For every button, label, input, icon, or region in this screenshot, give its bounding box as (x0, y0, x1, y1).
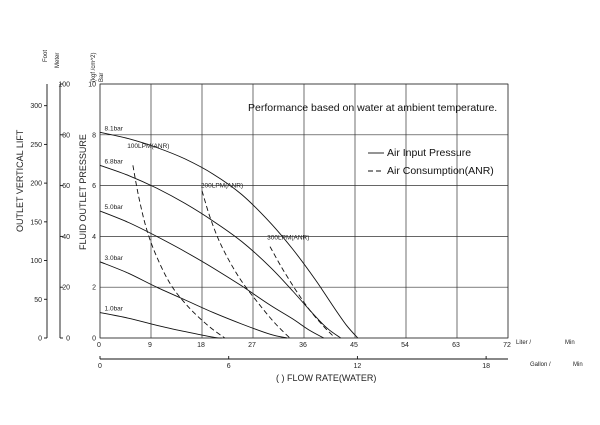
liter-tick-label: 27 (248, 342, 256, 349)
curve-label-3-0bar: 3.0bar (105, 255, 124, 262)
legend: Air Input Pressure Air Consumption(ANR) (368, 147, 494, 177)
pressure-tick-label: 2 (92, 285, 96, 292)
series-300lpm-anr (269, 246, 336, 339)
gallon-tick-label: 18 (482, 363, 490, 370)
curve-labels: 8.1bar 6.8bar 5.0bar 3.0bar 1.0bar 100LPM(ANR… (105, 125, 310, 312)
curve-label-100lpm-anr: 100LPM(ANR) (127, 143, 169, 150)
curve-label-8-1bar: 8.1bar (105, 125, 124, 132)
meter-tick-label: 20 (62, 285, 70, 292)
lift-axis-title: OUTLET VERTICAL LIFT (15, 129, 25, 232)
legend-solid-label: Air Input Pressure (387, 147, 471, 159)
curve-label-1-0bar: 1.0bar (105, 306, 124, 313)
gallon-tick-label: 12 (354, 363, 362, 370)
pressure-unit-label-bar: Bar (99, 73, 105, 82)
x-axis-title: ( ) FLOW RATE(WATER) (276, 373, 376, 383)
foot-tick-label: 300 (30, 103, 42, 110)
series-5-0bar (99, 210, 325, 339)
legend-dashed-label: Air Consumption(ANR) (387, 165, 494, 177)
liter-tick-label: 9 (148, 342, 152, 349)
chart-annotation: Performance based on water at ambient te… (248, 102, 497, 114)
outlet-vertical-lift-axes: 0 50 100 150 200 250 300 0 20 40 60 80 100 (30, 82, 70, 343)
curve-label-6-8bar: 6.8bar (105, 158, 124, 165)
series-1-0bar (99, 312, 222, 339)
pressure-tick-label: 0 (92, 336, 96, 343)
pressure-tick-label: 4 (92, 234, 96, 241)
meter-unit-label: Meter (55, 53, 61, 68)
series-100lpm-anr (132, 165, 225, 339)
pressure-tick-label: 10 (88, 82, 96, 89)
gallon-unit-label-min: Min (573, 362, 583, 368)
meter-tick-label: 80 (62, 132, 70, 139)
meter-tick-label: 60 (62, 183, 70, 190)
foot-unit-label: Foot (43, 50, 49, 62)
pressure-axis-title: FLUID OUTLET PRESSURE (78, 134, 88, 250)
meter-tick-label: 40 (62, 234, 70, 241)
liter-tick-label: 72 (503, 342, 511, 349)
pressure-unit-label: (kgf /cm^2) (91, 53, 97, 82)
liter-tick-label: 45 (350, 342, 358, 349)
gallon-tick-label: 0 (98, 363, 102, 370)
foot-tick-label: 200 (30, 181, 42, 188)
foot-tick-label: 0 (38, 336, 42, 343)
liter-tick-label: 63 (452, 342, 460, 349)
foot-tick-label: 150 (30, 219, 42, 226)
gallon-tick-label: 6 (227, 363, 231, 370)
series-6-8bar (99, 164, 342, 339)
pressure-tick-label: 6 (92, 183, 96, 190)
curve-label-5-0bar: 5.0bar (105, 204, 124, 211)
liter-tick-label: 54 (401, 342, 409, 349)
foot-tick-label: 50 (34, 297, 42, 304)
gallon-unit-label: Gallon / (530, 362, 551, 368)
liter-unit-label: Liter / (516, 340, 531, 346)
liter-tick-label: 36 (299, 342, 307, 349)
curve-label-300lpm-anr: 300LPM(ANR) (267, 234, 309, 241)
series-3-0bar (99, 261, 288, 339)
curve-label-200lpm-anr: 200LPM(ANR) (201, 182, 243, 189)
liter-unit-label-min: Min (565, 340, 575, 346)
liter-tick-label: 18 (197, 342, 205, 349)
foot-tick-label: 100 (30, 258, 42, 265)
grid (99, 83, 509, 339)
series-8-1bar (99, 131, 359, 339)
foot-tick-label: 250 (30, 142, 42, 149)
performance-curves (99, 131, 359, 339)
liter-tick-label: 0 (97, 342, 101, 349)
meter-tick-label: 100 (58, 82, 70, 89)
meter-tick-label: 0 (66, 336, 70, 343)
pressure-tick-label: 8 (92, 132, 96, 139)
axes: 0 9 18 27 36 45 54 63 72 0 6 12 18 0 2 4 6 8 10 (88, 82, 511, 371)
series-200lpm-anr (201, 190, 291, 339)
